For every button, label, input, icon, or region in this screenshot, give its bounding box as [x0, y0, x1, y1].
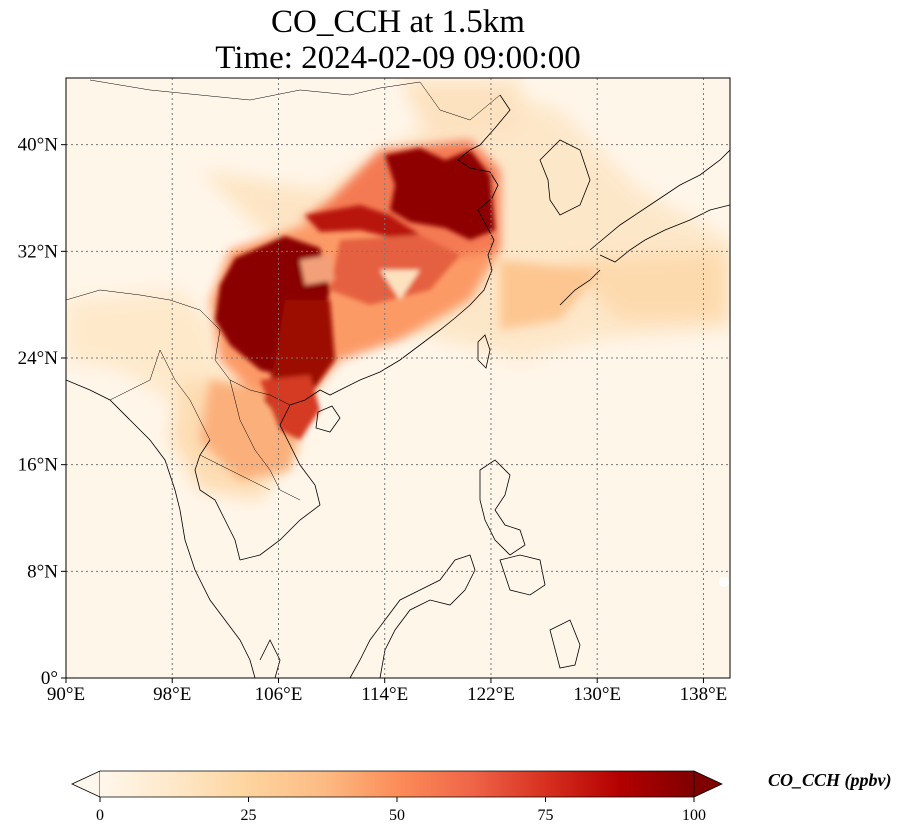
lon-tick-label: 106°E: [255, 684, 303, 705]
map-title: CO_CCH at 1.5km: [271, 4, 525, 40]
colorbar-label: CO_CCH (ppbv): [768, 770, 892, 790]
colorbar-tick-label: 100: [682, 807, 706, 824]
concentration-field: [66, 78, 730, 678]
lat-tick-label: 32°N: [18, 241, 59, 262]
coastlines: [66, 94, 730, 678]
lon-tick-label: 98°E: [153, 684, 191, 705]
longitude-ticks: 90°E 98°E 106°E 114°E 122°E 130°E 138°E: [47, 678, 727, 705]
lat-tick-label: 24°N: [18, 348, 59, 369]
map-frame: [65, 77, 731, 679]
colorbar: 0 25 50 75 100: [71, 770, 723, 824]
lon-tick-label: 138°E: [680, 684, 728, 705]
colorbar-ticks: 0 25 50 75 100: [96, 797, 706, 824]
colorbar-tick-label: 25: [241, 807, 257, 824]
colorbar-extend-high: [693, 770, 723, 798]
lat-tick-label: 16°N: [18, 455, 59, 476]
lat-tick-label: 0°: [41, 668, 58, 689]
lon-tick-label: 130°E: [573, 684, 621, 705]
colorbar-tick-label: 50: [389, 807, 405, 824]
gridlines: [66, 78, 730, 678]
lat-tick-label: 8°N: [27, 561, 58, 582]
lon-tick-label: 114°E: [361, 684, 408, 705]
colorbar-tick-label: 75: [538, 807, 554, 824]
borders: [66, 79, 501, 501]
lon-tick-label: 122°E: [467, 684, 515, 705]
colorbar-extend-low: [71, 770, 101, 798]
map-subtitle-time: Time: 2024-02-09 09:00:00: [215, 40, 581, 76]
lon-tick-label: 90°E: [47, 684, 85, 705]
latitude-ticks: 0° 8°N 16°N 24°N 32°N 40°N: [18, 135, 66, 689]
lat-tick-label: 40°N: [18, 135, 59, 156]
colorbar-gradient: [100, 771, 694, 797]
colorbar-tick-label: 0: [96, 807, 104, 824]
